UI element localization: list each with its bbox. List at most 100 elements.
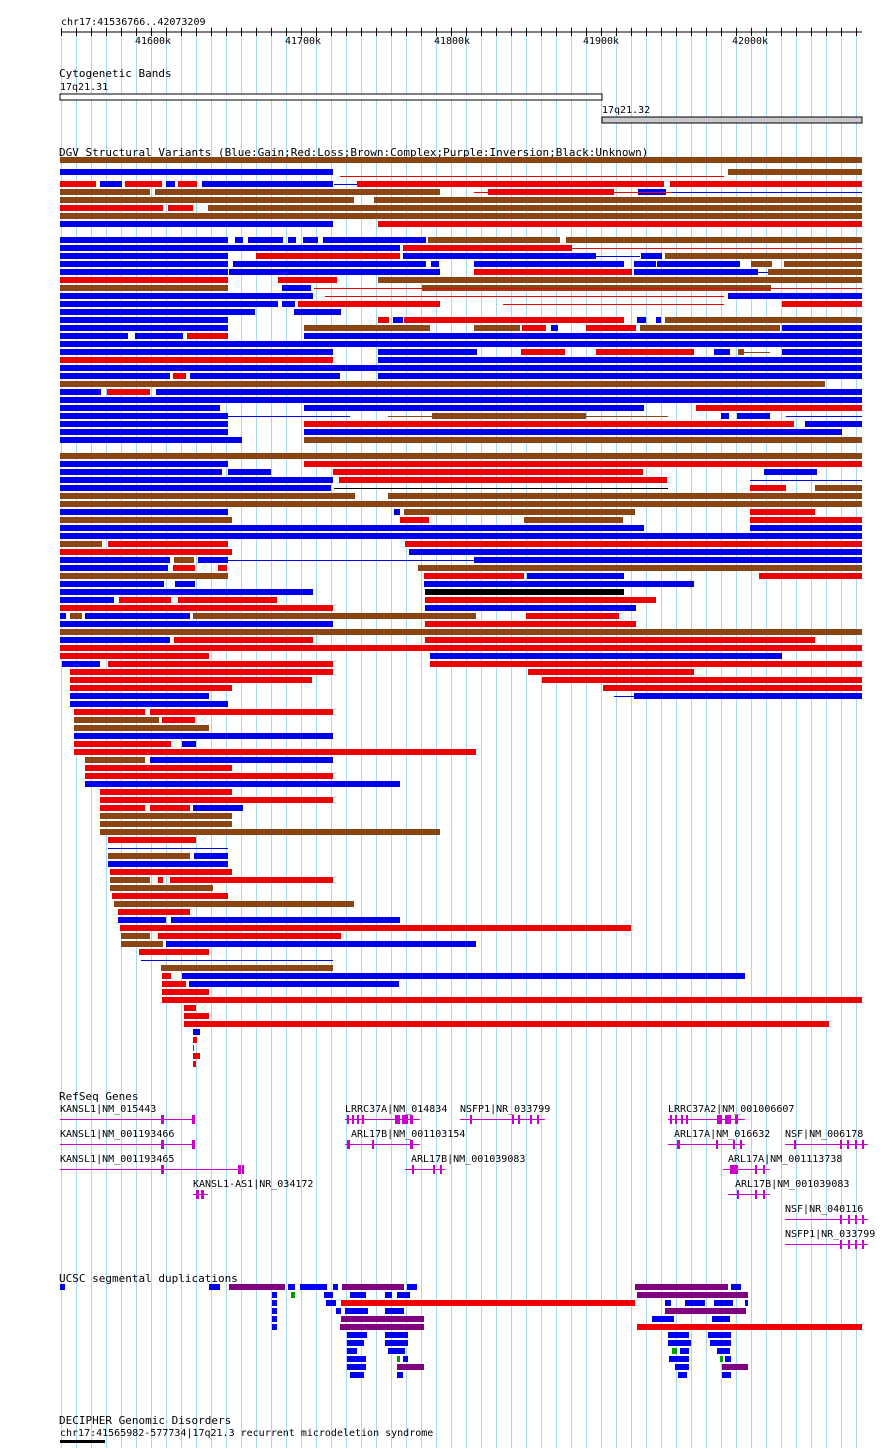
gene-exon[interactable] bbox=[763, 1165, 765, 1174]
segmental-duplication[interactable] bbox=[288, 1284, 295, 1290]
structural-variant[interactable] bbox=[60, 213, 862, 219]
structural-variant[interactable] bbox=[162, 989, 209, 995]
band-17q21-31[interactable] bbox=[59, 93, 603, 101]
structural-variant[interactable] bbox=[521, 349, 565, 355]
gene-exon[interactable] bbox=[737, 1190, 739, 1199]
gene-exon[interactable] bbox=[717, 1115, 722, 1124]
structural-variant[interactable] bbox=[425, 589, 624, 595]
segmental-duplication[interactable] bbox=[745, 1300, 748, 1306]
structural-variant[interactable] bbox=[474, 557, 862, 563]
structural-variant[interactable] bbox=[60, 389, 101, 395]
structural-variant[interactable] bbox=[60, 285, 228, 291]
structural-variant[interactable] bbox=[634, 693, 862, 699]
structural-variant[interactable] bbox=[750, 509, 815, 515]
gene-exon[interactable] bbox=[440, 1165, 442, 1174]
segmental-duplication[interactable] bbox=[60, 1284, 65, 1290]
structural-variant[interactable] bbox=[158, 877, 163, 883]
structural-variant[interactable] bbox=[403, 253, 596, 259]
segmental-duplication[interactable] bbox=[385, 1292, 392, 1298]
structural-variant[interactable] bbox=[60, 365, 862, 371]
structural-variant[interactable] bbox=[640, 325, 780, 331]
structural-variant[interactable] bbox=[248, 237, 283, 243]
structural-variant[interactable] bbox=[728, 293, 862, 299]
structural-variant[interactable] bbox=[110, 885, 213, 891]
segmental-duplication[interactable] bbox=[669, 1356, 689, 1362]
gene-exon[interactable] bbox=[395, 1115, 400, 1124]
gene-exon[interactable] bbox=[412, 1165, 414, 1174]
structural-variant[interactable] bbox=[70, 685, 232, 691]
segmental-duplication[interactable] bbox=[272, 1308, 277, 1314]
structural-variant[interactable] bbox=[60, 453, 862, 459]
structural-variant[interactable] bbox=[60, 589, 313, 595]
structural-variant[interactable] bbox=[60, 245, 400, 251]
gene-exon[interactable] bbox=[238, 1165, 241, 1174]
structural-variant[interactable] bbox=[670, 181, 862, 187]
structural-variant[interactable] bbox=[282, 285, 311, 291]
gene-exon[interactable] bbox=[518, 1115, 520, 1124]
segmental-duplication[interactable] bbox=[720, 1356, 723, 1362]
structural-variant[interactable] bbox=[74, 709, 145, 715]
structural-variant[interactable] bbox=[182, 973, 745, 979]
structural-variant[interactable] bbox=[815, 485, 862, 491]
structural-variant[interactable] bbox=[193, 613, 476, 619]
gene-exon[interactable] bbox=[196, 1190, 199, 1199]
gene-exon[interactable] bbox=[681, 1115, 683, 1124]
structural-variant[interactable] bbox=[173, 373, 186, 379]
structural-variant[interactable] bbox=[228, 469, 271, 475]
structural-variant[interactable] bbox=[304, 325, 430, 331]
structural-variant[interactable] bbox=[100, 181, 122, 187]
structural-variant[interactable] bbox=[100, 829, 440, 835]
structural-variant[interactable] bbox=[641, 253, 662, 259]
structural-variant[interactable] bbox=[198, 557, 228, 563]
structural-variant[interactable] bbox=[171, 917, 400, 923]
structural-variant[interactable] bbox=[425, 621, 636, 627]
structural-variant[interactable] bbox=[74, 717, 159, 723]
gene-exon[interactable] bbox=[716, 1140, 718, 1149]
structural-variant[interactable] bbox=[60, 309, 255, 315]
structural-variant[interactable] bbox=[596, 349, 694, 355]
structural-variant[interactable] bbox=[60, 373, 170, 379]
structural-variant[interactable] bbox=[378, 277, 862, 283]
segmental-duplication[interactable] bbox=[300, 1284, 327, 1290]
structural-variant[interactable] bbox=[100, 821, 232, 827]
segmental-duplication[interactable] bbox=[714, 1300, 733, 1306]
structural-variant[interactable] bbox=[526, 613, 619, 619]
structural-variant[interactable] bbox=[378, 221, 862, 227]
structural-variant[interactable] bbox=[162, 997, 862, 1003]
structural-variant[interactable] bbox=[100, 797, 333, 803]
structural-variant[interactable] bbox=[60, 525, 644, 531]
structural-variant[interactable] bbox=[70, 677, 312, 683]
structural-variant[interactable] bbox=[110, 877, 150, 883]
structural-variant[interactable] bbox=[60, 565, 168, 571]
structural-variant[interactable] bbox=[121, 933, 150, 939]
structural-variant[interactable] bbox=[233, 261, 426, 267]
structural-variant[interactable] bbox=[282, 301, 295, 307]
structural-variant[interactable] bbox=[60, 349, 333, 355]
structural-variant[interactable] bbox=[805, 421, 862, 427]
gene-exon[interactable] bbox=[848, 1240, 850, 1249]
structural-variant[interactable] bbox=[542, 677, 862, 683]
segmental-duplication[interactable] bbox=[272, 1316, 277, 1322]
structural-variant[interactable] bbox=[193, 1045, 194, 1051]
segmental-duplication[interactable] bbox=[678, 1372, 687, 1378]
segmental-duplication[interactable] bbox=[722, 1364, 748, 1370]
structural-variant[interactable] bbox=[218, 565, 227, 571]
structural-variant[interactable] bbox=[566, 237, 862, 243]
gene-exon[interactable] bbox=[470, 1115, 472, 1124]
structural-variant[interactable] bbox=[393, 317, 403, 323]
segmental-duplication[interactable] bbox=[272, 1292, 277, 1298]
structural-variant[interactable] bbox=[378, 349, 477, 355]
segmental-duplication[interactable] bbox=[272, 1324, 277, 1330]
gene-exon[interactable] bbox=[192, 1140, 195, 1149]
structural-variant[interactable] bbox=[60, 333, 128, 339]
structural-variant[interactable] bbox=[474, 269, 632, 275]
structural-variant[interactable] bbox=[374, 197, 862, 203]
structural-variant[interactable] bbox=[60, 637, 170, 643]
structural-variant[interactable] bbox=[60, 237, 228, 243]
structural-variant[interactable] bbox=[120, 925, 631, 931]
structural-variant[interactable] bbox=[60, 541, 102, 547]
structural-variant[interactable] bbox=[60, 549, 232, 555]
segmental-duplication[interactable] bbox=[350, 1372, 364, 1378]
structural-variant[interactable] bbox=[107, 389, 150, 395]
structural-variant[interactable] bbox=[125, 181, 162, 187]
